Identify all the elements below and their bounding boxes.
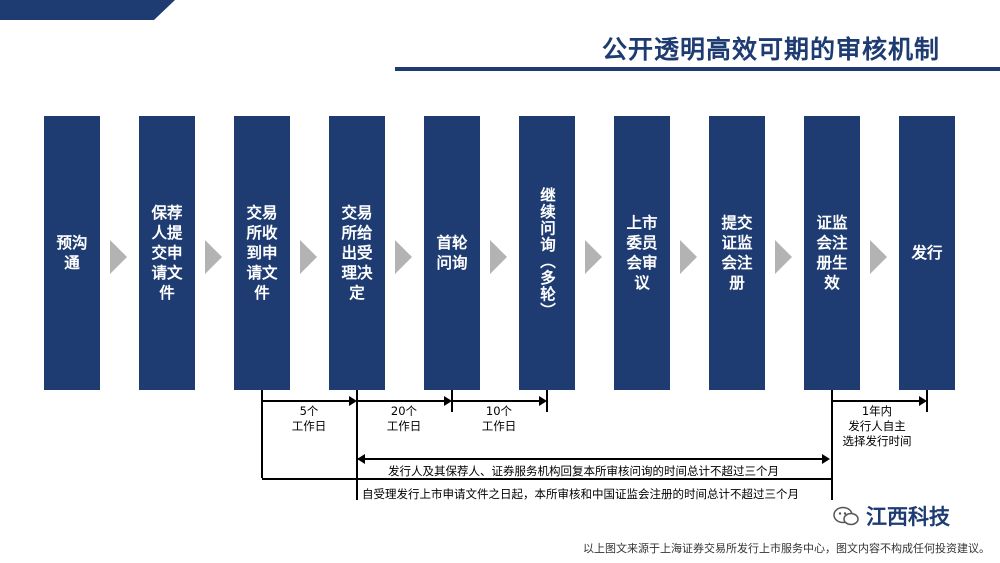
step-label-2: 保荐 人提 交申 请文 件 — [151, 204, 183, 302]
timeline-label-4: 1年内 发行人自主 选择发行时间 — [842, 404, 912, 448]
arrow-right-icon — [822, 454, 830, 464]
step-label-3: 交易 所收 到申 请文 件 — [246, 204, 278, 302]
timeline-segment — [357, 400, 445, 402]
arrow-right-icon — [919, 396, 927, 406]
watermark: 江西科技 — [832, 501, 950, 531]
step-box-4: 交易 所给 出受 理决 定 — [329, 116, 385, 390]
timeline-segment — [262, 400, 350, 402]
chevron-arrow-icon — [300, 240, 317, 274]
step-label-10: 发行 — [911, 244, 943, 262]
step-box-7: 上市 委员 会审 议 — [614, 116, 670, 390]
step-label-8: 提交 证监 会注 册 — [721, 214, 753, 292]
step-label-1: 预沟 通 — [56, 234, 88, 272]
timeline-tick — [356, 390, 358, 500]
step-box-5: 首轮 问询 — [424, 116, 480, 390]
step-box-1: 预沟 通 — [44, 116, 100, 390]
step-box-8: 提交 证监 会注 册 — [709, 116, 765, 390]
arrow-right-icon — [444, 396, 452, 406]
step-label-6: 继续问询（多轮） — [538, 187, 556, 319]
step-box-3: 交易 所收 到申 请文 件 — [234, 116, 290, 390]
timeline-tick — [261, 390, 263, 478]
step-box-2: 保荐 人提 交申 请文 件 — [139, 116, 195, 390]
title-underline — [395, 67, 1000, 71]
arrow-right-icon — [349, 396, 357, 406]
timeline-segment — [832, 400, 920, 402]
review-period-note: 自受理发行上市申请文件之日起，本所审核和中国证监会注册的时间总计不超过三个月 — [362, 487, 799, 501]
timeline-label-3: 10个 工作日 — [481, 404, 517, 433]
timeline-label-2: 20个 工作日 — [386, 404, 422, 433]
chevron-arrow-icon — [205, 240, 222, 274]
page-title: 公开透明高效可期的审核机制 — [601, 35, 940, 64]
step-label-9: 证监 会注 册生 效 — [816, 214, 848, 292]
chevron-arrow-icon — [395, 240, 412, 274]
chevron-arrow-icon — [775, 240, 792, 274]
corner-decoration — [0, 0, 175, 20]
step-box-9: 证监 会注 册生 效 — [804, 116, 860, 390]
watermark-text: 江西科技 — [866, 505, 950, 529]
step-box-6: 继续问询（多轮） — [519, 116, 575, 390]
arrow-right-icon — [539, 396, 547, 406]
step-label-7: 上市 委员 会审 议 — [626, 214, 658, 292]
reply-period-line — [357, 458, 823, 460]
timeline-label-1: 5个 工作日 — [291, 404, 327, 433]
reply-period-note: 发行人及其保荐人、证券服务机构回复本所审核问询的时间总计不超过三个月 — [388, 464, 779, 478]
source-footnote: 以上图文来源于上海证券交易所发行上市服务中心，图文内容不构成任何投资建议。 — [583, 542, 990, 555]
step-box-10: 发行 — [899, 116, 955, 390]
step-label-5: 首轮 问询 — [436, 234, 468, 272]
chevron-arrow-icon — [585, 240, 602, 274]
chevron-arrow-icon — [870, 240, 887, 274]
review-period-line — [262, 478, 832, 480]
chevron-arrow-icon — [110, 240, 127, 274]
chevron-arrow-icon — [680, 240, 697, 274]
timeline-segment — [452, 400, 540, 402]
arrow-left-icon — [357, 454, 365, 464]
timeline-tick — [926, 390, 928, 412]
step-label-4: 交易 所给 出受 理决 定 — [341, 204, 373, 302]
chevron-arrow-icon — [490, 240, 507, 274]
timeline-tick — [831, 390, 833, 500]
timeline-tick — [546, 390, 548, 412]
wechat-icon — [833, 506, 859, 526]
